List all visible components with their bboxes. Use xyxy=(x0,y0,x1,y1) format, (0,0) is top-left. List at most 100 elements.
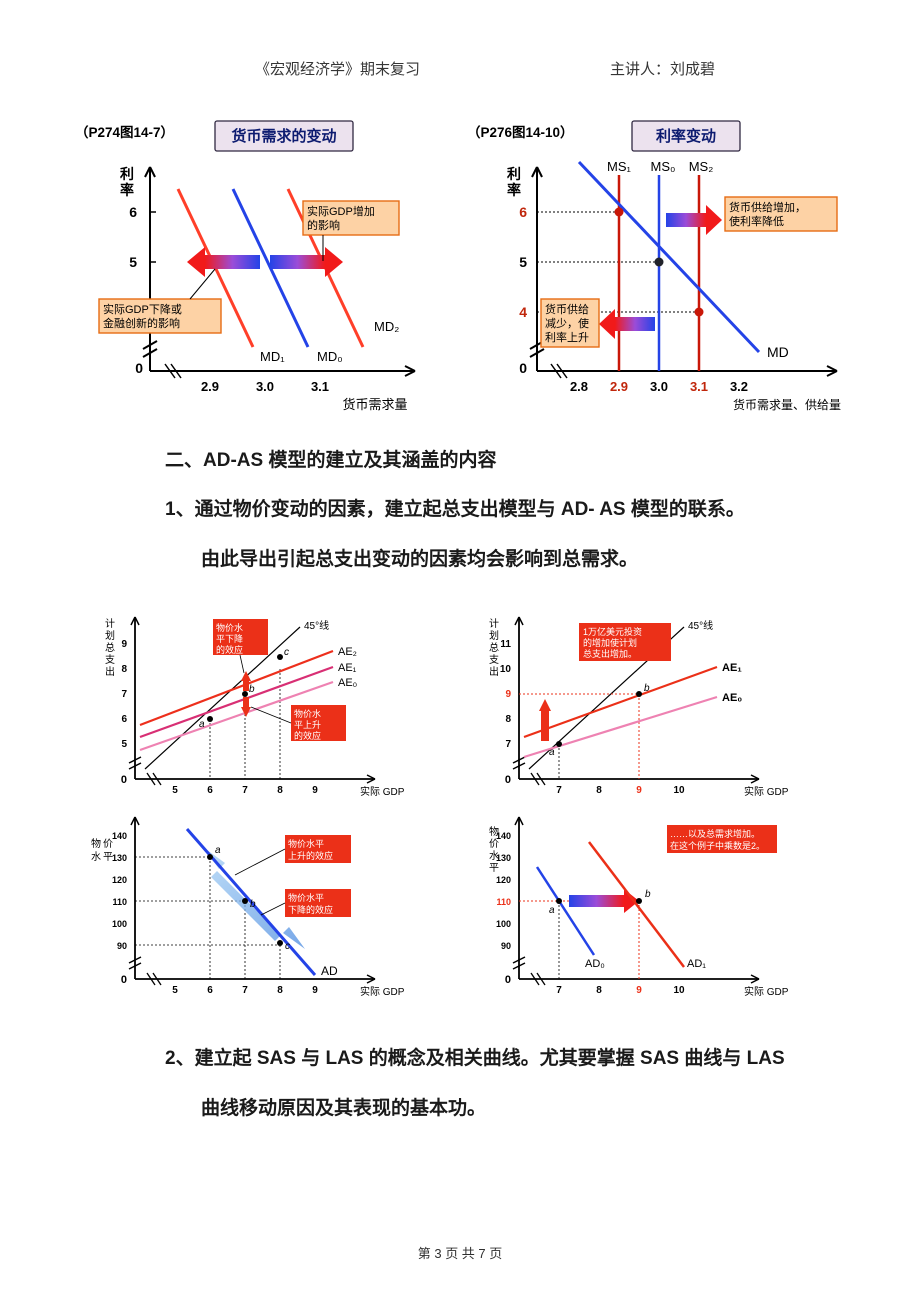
chart3a-ae0-label: AE₀ xyxy=(338,677,357,689)
chart3b-xt: 9 xyxy=(312,985,318,996)
svg-text:平上升: 平上升 xyxy=(294,720,321,730)
svg-text:水: 水 xyxy=(91,851,101,863)
chart4a-xt: 9 xyxy=(636,785,642,796)
chart1-ylabel-2: 率 xyxy=(120,182,134,198)
chart4b-arrow xyxy=(569,895,624,907)
chart3b-xt: 6 xyxy=(207,985,213,996)
chart3a-ae1-label: AE₁ xyxy=(338,662,357,674)
svg-text:物: 物 xyxy=(91,837,101,850)
chart3a-origin: 0 xyxy=(121,774,127,786)
chart4a-yt: 7 xyxy=(505,739,511,750)
chart4b-ad0 xyxy=(537,867,594,955)
chart1-md1-label: MD₁ xyxy=(260,349,285,364)
svg-text:总支出增加。: 总支出增加。 xyxy=(583,648,637,659)
chart2-title: 利率变动 xyxy=(656,127,716,145)
svg-text:减少，使: 减少，使 xyxy=(545,317,589,330)
chart2-ms2-label: MS₂ xyxy=(689,159,714,174)
chart-ae-ad-right: 计 划 总 支 出 0 7 8 9 10 11 7 8 9 10 实际 GD xyxy=(459,607,789,1007)
chart4b-origin: 0 xyxy=(505,974,511,986)
chart4b-yt: 100 xyxy=(496,919,511,929)
chart4a-xt: 10 xyxy=(673,785,685,796)
chart4b-yt: 120 xyxy=(496,875,511,885)
chart2-dot xyxy=(695,308,704,317)
chart3b-yt: 110 xyxy=(112,897,127,907)
svg-text:支: 支 xyxy=(105,654,115,666)
chart4a-yt: 8 xyxy=(505,714,511,725)
chart4a-uparrow xyxy=(539,699,551,711)
chart4a-pt-a: a xyxy=(549,747,555,758)
chart3b-xt: 5 xyxy=(172,985,178,996)
section2-p2b: 曲线移动原因及其表现的基本功。 xyxy=(201,1093,845,1125)
svg-text:利率上升: 利率上升 xyxy=(545,330,589,344)
chart2-ms0-label: MS₀ xyxy=(651,159,676,174)
chart1-xtick: 3.1 xyxy=(311,379,329,394)
chart3a-yt: 8 xyxy=(121,664,127,675)
svg-text:物价水: 物价水 xyxy=(216,622,243,633)
chart2-xtick: 3.1 xyxy=(690,379,708,394)
chart1-md0-label: MD₀ xyxy=(317,349,343,364)
chart1-xtick: 3.0 xyxy=(256,379,274,394)
chart1-origin: 0 xyxy=(135,360,143,376)
chart4a-yt: 9 xyxy=(505,689,511,700)
chart4b-xt: 9 xyxy=(636,985,642,996)
svg-text:划: 划 xyxy=(105,629,115,642)
chart4b-xt: 7 xyxy=(556,985,562,996)
svg-text:率: 率 xyxy=(507,182,521,198)
svg-text:计: 计 xyxy=(105,617,115,630)
chart2-dot xyxy=(615,208,624,217)
svg-text:的增加使计划: 的增加使计划 xyxy=(583,637,637,648)
svg-text:金融创新的影响: 金融创新的影响 xyxy=(103,316,180,330)
chart4a-yt: 10 xyxy=(500,664,512,675)
svg-text:支: 支 xyxy=(489,654,499,666)
svg-text:……以及总需求增加。: ……以及总需求增加。 xyxy=(670,828,760,839)
chart3a-pt-a: a xyxy=(199,719,205,730)
chart2-dot xyxy=(655,258,664,267)
chart1-md2-label: MD₂ xyxy=(374,319,399,334)
chart4b-yt: 140 xyxy=(496,831,511,841)
chart3a-yt: 5 xyxy=(121,739,127,750)
chart1-title: 货币需求的变动 xyxy=(231,127,336,145)
chart1-ytick: 6 xyxy=(129,204,137,220)
chart3b-pt-c: c xyxy=(285,941,290,952)
chart3b-xlabel: 实际 GDP xyxy=(360,985,405,998)
page-number: 第 3 页 共 7 页 xyxy=(418,1243,503,1262)
chart2-arrow-left xyxy=(615,317,655,331)
page: 《宏观经济学》期末复习 主讲人：刘成碧 （P274图14-7） 货币需求的变动 xyxy=(0,0,920,1302)
svg-text:出: 出 xyxy=(489,665,499,678)
chart3a-yt: 9 xyxy=(121,639,127,650)
chart3b-yt: 90 xyxy=(117,941,127,951)
svg-text:1万亿美元投资: 1万亿美元投资 xyxy=(583,626,642,637)
chart4b-xt: 8 xyxy=(596,985,602,996)
chart-interest-rate: （P276图14-10） 利率变动 利 率 0 4 5 6 2.8 2.9 3.… xyxy=(467,119,845,419)
chart4b-xlabel: 实际 GDP xyxy=(744,985,789,998)
chart4b-ad1-label: AD₁ xyxy=(687,958,706,970)
chart4b-yt: 110 xyxy=(496,897,511,907)
svg-text:使利率降低: 使利率降低 xyxy=(729,214,784,228)
chart3b-origin: 0 xyxy=(121,974,127,986)
chart2-xtick: 3.0 xyxy=(650,379,668,394)
svg-text:的影响: 的影响 xyxy=(307,218,340,232)
mid-charts-row: 计 划 总 支 出 0 5 6 7 8 9 5 6 7 8 xyxy=(75,607,845,1007)
chart4b-yt: 90 xyxy=(501,941,511,951)
section2-p1b: 由此导出引起总支出变动的因素均会影响到总需求。 xyxy=(201,544,845,576)
section2-heading: 二、AD-AS 模型的建立及其涵盖的内容 xyxy=(165,445,845,472)
chart3b-pt-b: b xyxy=(250,899,256,910)
svg-text:物价水平: 物价水平 xyxy=(288,892,324,903)
chart3a-xlabel: 实际 GDP xyxy=(360,785,405,798)
chart3b-yt: 100 xyxy=(112,919,127,929)
chart2-origin: 0 xyxy=(520,360,528,376)
svg-text:物价水: 物价水 xyxy=(294,708,321,719)
chart2-ytick: 4 xyxy=(520,304,528,320)
svg-text:的效应: 的效应 xyxy=(294,730,321,741)
chart3b-yt: 130 xyxy=(112,853,127,863)
svg-text:上升的效应: 上升的效应 xyxy=(288,850,333,861)
chart1-arrow-right xyxy=(270,255,325,269)
chart4a-yt: 11 xyxy=(500,639,511,650)
chart1-ylabel-1: 利 xyxy=(120,166,134,182)
chart1-arrow-left xyxy=(205,255,260,269)
chart2-arrow-right xyxy=(666,213,706,227)
svg-text:实际GDP下降或: 实际GDP下降或 xyxy=(103,302,182,316)
chart1-xlabel: 货币需求量 xyxy=(342,397,407,412)
chart4a-origin: 0 xyxy=(505,774,511,786)
header-right: 主讲人：刘成碧 xyxy=(610,58,715,79)
